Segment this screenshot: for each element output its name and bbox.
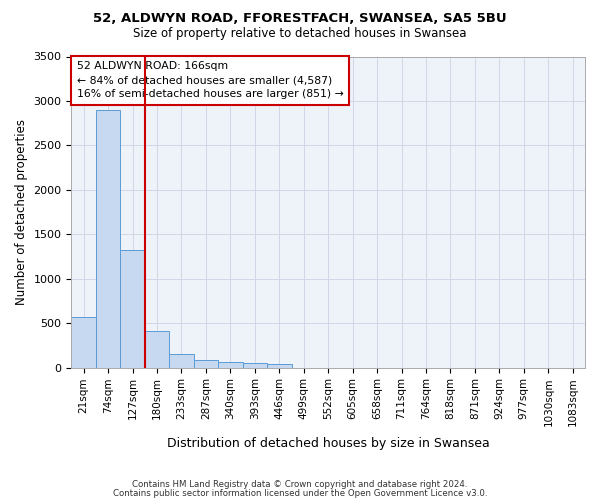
Bar	[169, 354, 194, 368]
Bar	[242, 362, 267, 368]
Bar	[194, 360, 218, 368]
Bar	[71, 317, 96, 368]
Text: 52, ALDWYN ROAD, FFORESTFACH, SWANSEA, SA5 5BU: 52, ALDWYN ROAD, FFORESTFACH, SWANSEA, S…	[93, 12, 507, 26]
X-axis label: Distribution of detached houses by size in Swansea: Distribution of detached houses by size …	[167, 437, 490, 450]
Text: 52 ALDWYN ROAD: 166sqm
← 84% of detached houses are smaller (4,587)
16% of semi-: 52 ALDWYN ROAD: 166sqm ← 84% of detached…	[77, 61, 343, 99]
Bar	[96, 110, 121, 368]
Bar	[218, 362, 242, 368]
Bar	[145, 331, 169, 368]
Text: Contains public sector information licensed under the Open Government Licence v3: Contains public sector information licen…	[113, 490, 487, 498]
Text: Contains HM Land Registry data © Crown copyright and database right 2024.: Contains HM Land Registry data © Crown c…	[132, 480, 468, 489]
Text: Size of property relative to detached houses in Swansea: Size of property relative to detached ho…	[133, 28, 467, 40]
Bar	[121, 250, 145, 368]
Y-axis label: Number of detached properties: Number of detached properties	[15, 119, 28, 305]
Bar	[267, 364, 292, 368]
